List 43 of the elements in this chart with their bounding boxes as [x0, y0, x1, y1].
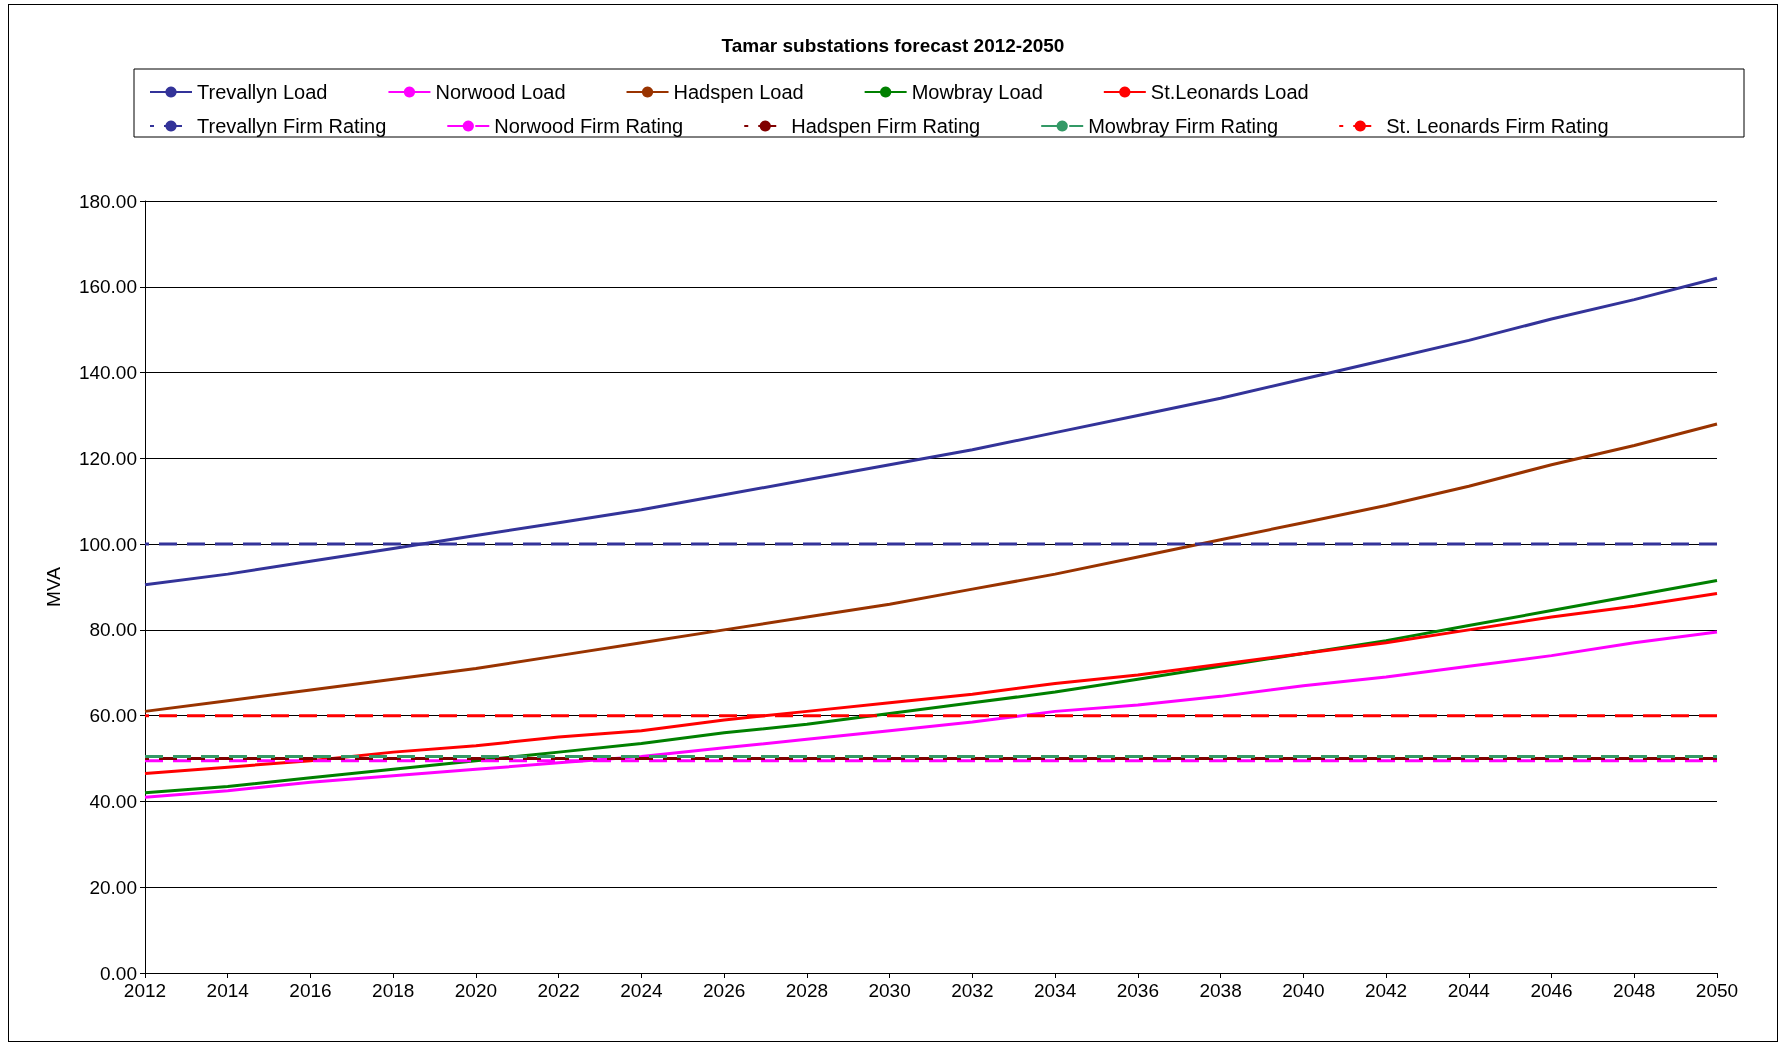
y-tick-label: 140.00 — [78, 362, 137, 384]
line-series — [143, 630, 1719, 799]
legend-label: Norwood Load — [435, 81, 566, 103]
y-axis-title: MVA — [43, 566, 64, 607]
x-tick-label: 2034 — [1033, 980, 1077, 1001]
legend-label: Hadspen Load — [673, 81, 804, 103]
x-tick-label: 2030 — [868, 980, 911, 1001]
x-tick-label: 2028 — [785, 980, 829, 1001]
x-tick-label: 2042 — [1364, 980, 1408, 1001]
y-tick-label: 60.00 — [89, 705, 137, 727]
x-tick-label: 2016 — [289, 980, 332, 1001]
legend-label: St.Leonards Load — [1150, 81, 1309, 103]
y-tick-label: 80.00 — [89, 619, 137, 641]
legend-label: Trevallyn Firm Rating — [197, 115, 387, 137]
x-tick-label: 2014 — [206, 980, 250, 1001]
y-tick-label: 120.00 — [78, 447, 137, 469]
x-tick-label: 2036 — [1116, 980, 1159, 1001]
y-tick-label: 180.00 — [78, 190, 137, 212]
x-tick-label: 2022 — [537, 980, 580, 1001]
legend-label: St. Leonards Firm Rating — [1386, 115, 1609, 137]
chart-title: Tamar substations forecast 2012-2050 — [721, 35, 1065, 56]
x-tick-label: 2024 — [620, 980, 663, 1001]
x-tick-label: 2050 — [1695, 980, 1739, 1001]
x-tick-label: 2018 — [372, 980, 415, 1001]
y-tick-label: 40.00 — [89, 790, 137, 812]
legend-label: Hadspen Firm Rating — [791, 115, 981, 137]
line-series — [143, 422, 1719, 713]
y-tick-label: 100.00 — [78, 533, 137, 555]
legend-label: Mowbray Firm Rating — [1088, 115, 1279, 137]
x-tick-label: 2048 — [1613, 980, 1656, 1001]
x-tick-label: 2038 — [1199, 980, 1242, 1001]
y-tick-label: 20.00 — [89, 876, 137, 898]
x-tick-label: 2046 — [1530, 980, 1573, 1001]
legend-label: Norwood Firm Rating — [494, 115, 684, 137]
legend-label: Trevallyn Load — [197, 81, 328, 103]
x-tick-label: 2026 — [703, 980, 746, 1001]
x-tick-label: 2040 — [1282, 980, 1325, 1001]
y-tick-label: 160.00 — [78, 276, 137, 298]
x-tick-label: 2020 — [454, 980, 498, 1001]
x-tick-label: 2032 — [951, 980, 994, 1001]
legend-label: Mowbray Load — [911, 81, 1043, 103]
line-series — [143, 276, 1719, 587]
x-tick-label: 2044 — [1447, 980, 1491, 1001]
